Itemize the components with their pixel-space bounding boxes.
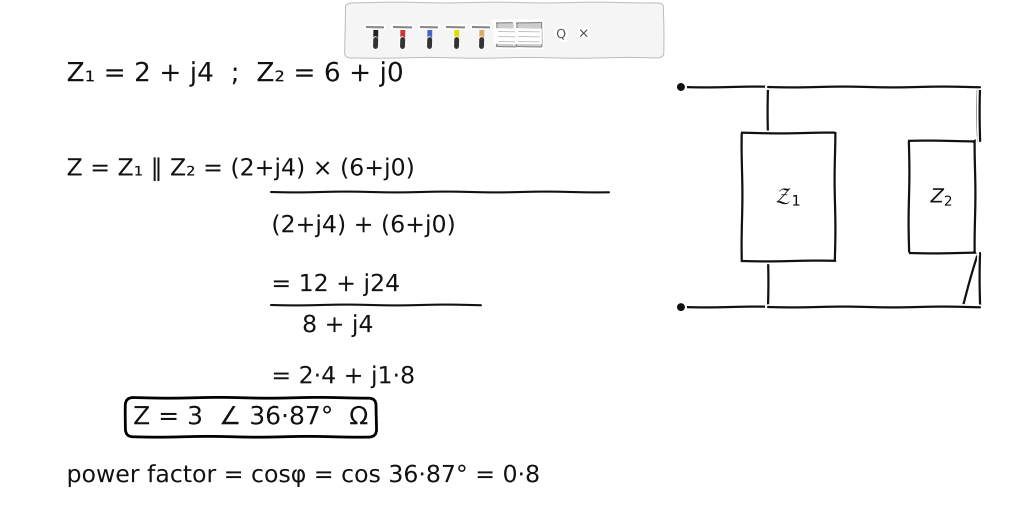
- Text: 8 + j4: 8 + j4: [302, 313, 374, 337]
- Bar: [909, 141, 976, 253]
- Text: Z₁ = 2 + j4  ;  Z₂ = 6 + j0: Z₁ = 2 + j4 ; Z₂ = 6 + j0: [67, 61, 403, 87]
- Bar: [496, 22, 520, 46]
- Text: = 2·4 + j1·8: = 2·4 + j1·8: [271, 365, 415, 388]
- Text: = 12 + j24: = 12 + j24: [271, 272, 399, 296]
- Text: $Z_2$: $Z_2$: [931, 186, 953, 208]
- Text: ×: ×: [578, 27, 590, 40]
- Bar: [742, 133, 835, 261]
- Text: (2+j4) + (6+j0): (2+j4) + (6+j0): [271, 214, 456, 237]
- Text: Z = Z₁ ‖ Z₂ = (2+j4) × (6+j0): Z = Z₁ ‖ Z₂ = (2+j4) × (6+j0): [67, 157, 414, 181]
- Text: power factor = cosφ = cos 36·87° = 0·8: power factor = cosφ = cos 36·87° = 0·8: [67, 463, 540, 487]
- Text: Q: Q: [556, 28, 566, 41]
- Bar: [516, 22, 541, 46]
- Text: $\mathcal{Z}_1$: $\mathcal{Z}_1$: [775, 186, 802, 208]
- FancyBboxPatch shape: [345, 3, 664, 58]
- Text: Z = 3  ∠ 36·87°  Ω: Z = 3 ∠ 36·87° Ω: [133, 406, 369, 429]
